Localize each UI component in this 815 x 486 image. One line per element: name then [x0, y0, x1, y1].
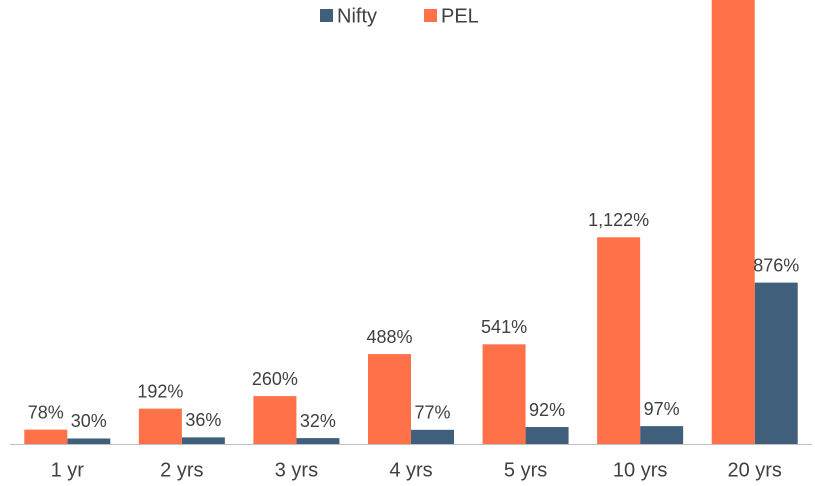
- x-tick-label: 5 yrs: [504, 459, 547, 481]
- data-label: 77%: [414, 403, 450, 423]
- legend-label: Nifty: [337, 5, 377, 27]
- data-label: 541%: [481, 317, 527, 337]
- x-tick-label: 20 yrs: [727, 459, 781, 481]
- data-label: 32%: [300, 411, 336, 431]
- legend-swatch: [424, 9, 437, 22]
- bar: [411, 429, 454, 444]
- bar: [138, 408, 182, 444]
- bar: [368, 354, 411, 444]
- bar: [525, 427, 569, 444]
- bar: [597, 237, 641, 444]
- bar: [67, 438, 111, 444]
- x-tick-label: 4 yrs: [389, 459, 432, 481]
- x-tick-label: 1 yr: [51, 459, 85, 481]
- legend-label: PEL: [441, 5, 479, 27]
- plot-area: [24, 0, 798, 444]
- data-label: 36%: [185, 410, 221, 430]
- data-label: 30%: [71, 411, 107, 431]
- data-label: 1,122%: [588, 210, 649, 230]
- bar: [181, 437, 225, 444]
- data-label: 192%: [137, 381, 183, 401]
- data-label: 260%: [252, 369, 298, 389]
- x-tick-label: 10 yrs: [613, 459, 667, 481]
- bar: [640, 426, 684, 444]
- data-label: 78%: [28, 402, 64, 422]
- data-label: 876%: [753, 255, 799, 275]
- bar: [296, 438, 340, 444]
- data-label: 92%: [529, 400, 565, 420]
- bar: [24, 429, 68, 444]
- x-tick-label: 3 yrs: [275, 459, 318, 481]
- x-tick-label: 2 yrs: [160, 459, 203, 481]
- bar: [253, 396, 297, 444]
- bar: [711, 0, 755, 444]
- bar: [482, 344, 526, 444]
- data-label: 97%: [644, 399, 680, 419]
- bar: [754, 282, 798, 444]
- data-label: 488%: [366, 327, 412, 347]
- legend-swatch: [320, 9, 333, 22]
